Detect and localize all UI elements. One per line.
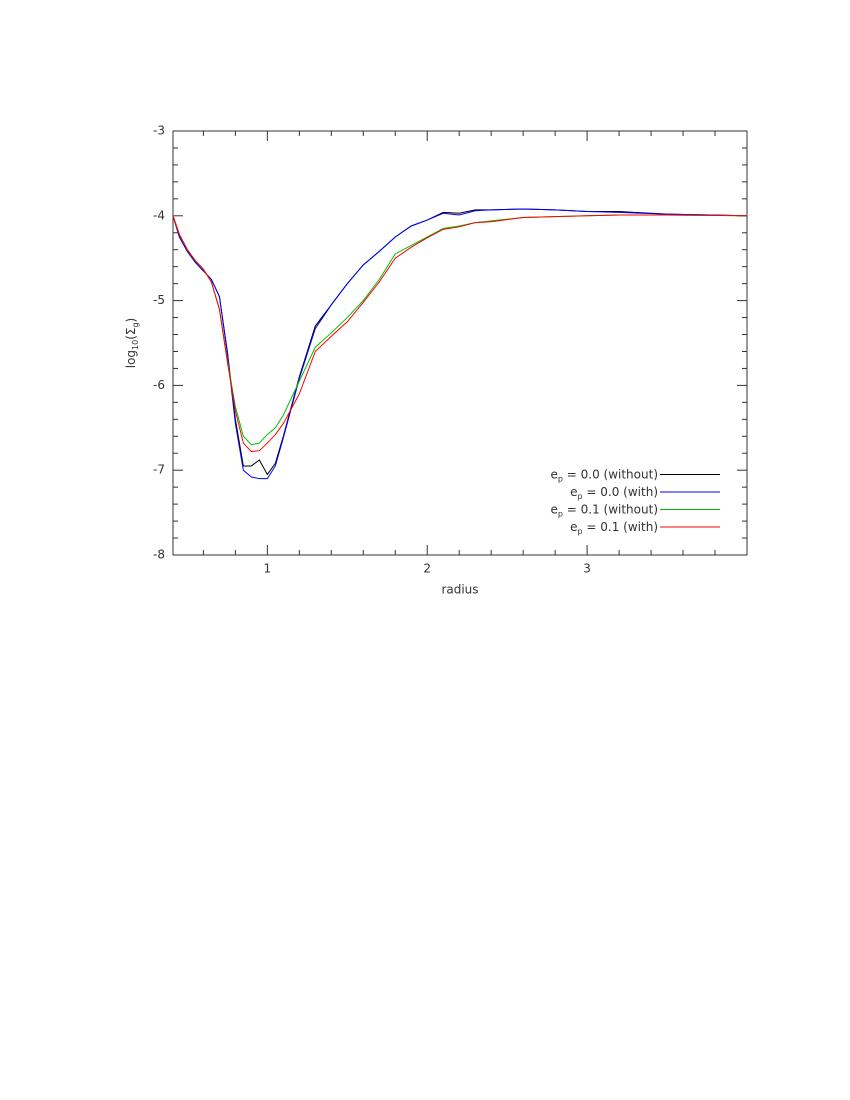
y-tick-label: -7	[153, 463, 165, 477]
plot-frame	[172, 130, 748, 556]
data-line	[172, 208, 748, 476]
label-part: p	[578, 527, 583, 536]
label-part: = 0.0 (with)	[583, 485, 658, 499]
x-tick-label: 3	[583, 562, 591, 576]
label-part: p	[558, 475, 563, 484]
y-tick-label: -4	[153, 208, 165, 222]
x-tick-label: 1	[264, 562, 272, 576]
data-line	[172, 208, 748, 480]
y-tick-label: -3	[153, 124, 165, 138]
label-part: )	[124, 318, 138, 323]
label-part: = 0.1 (without)	[563, 502, 658, 516]
label-part: p	[558, 510, 563, 519]
label-part: e	[570, 520, 577, 534]
label-part: (Σ	[124, 328, 138, 340]
x-tick-label: 2	[423, 562, 431, 576]
label-part: e	[550, 502, 557, 516]
legend-label: ep = 0.1 (without)	[550, 502, 658, 519]
label-part: e	[550, 467, 557, 481]
data-line	[172, 214, 748, 453]
label-part: g	[131, 322, 140, 327]
label-part: = 0.0 (without)	[563, 467, 658, 481]
y-tick-label: -8	[153, 548, 165, 562]
legend-label: ep = 0.0 (with)	[570, 485, 658, 502]
y-tick-label: -6	[153, 378, 165, 392]
data-line	[172, 214, 748, 446]
legend-label: ep = 0.1 (with)	[570, 520, 658, 537]
label-part: e	[570, 485, 577, 499]
label-part: 10	[131, 340, 140, 350]
x-axis-label: radius	[441, 583, 478, 597]
label-part: = 0.1 (with)	[583, 520, 658, 534]
legend-label: ep = 0.0 (without)	[550, 467, 658, 484]
label-part: p	[578, 492, 583, 501]
label-part: log	[124, 350, 138, 368]
y-axis-label: log10(Σg)	[124, 318, 141, 369]
y-tick-label: -5	[153, 293, 165, 307]
